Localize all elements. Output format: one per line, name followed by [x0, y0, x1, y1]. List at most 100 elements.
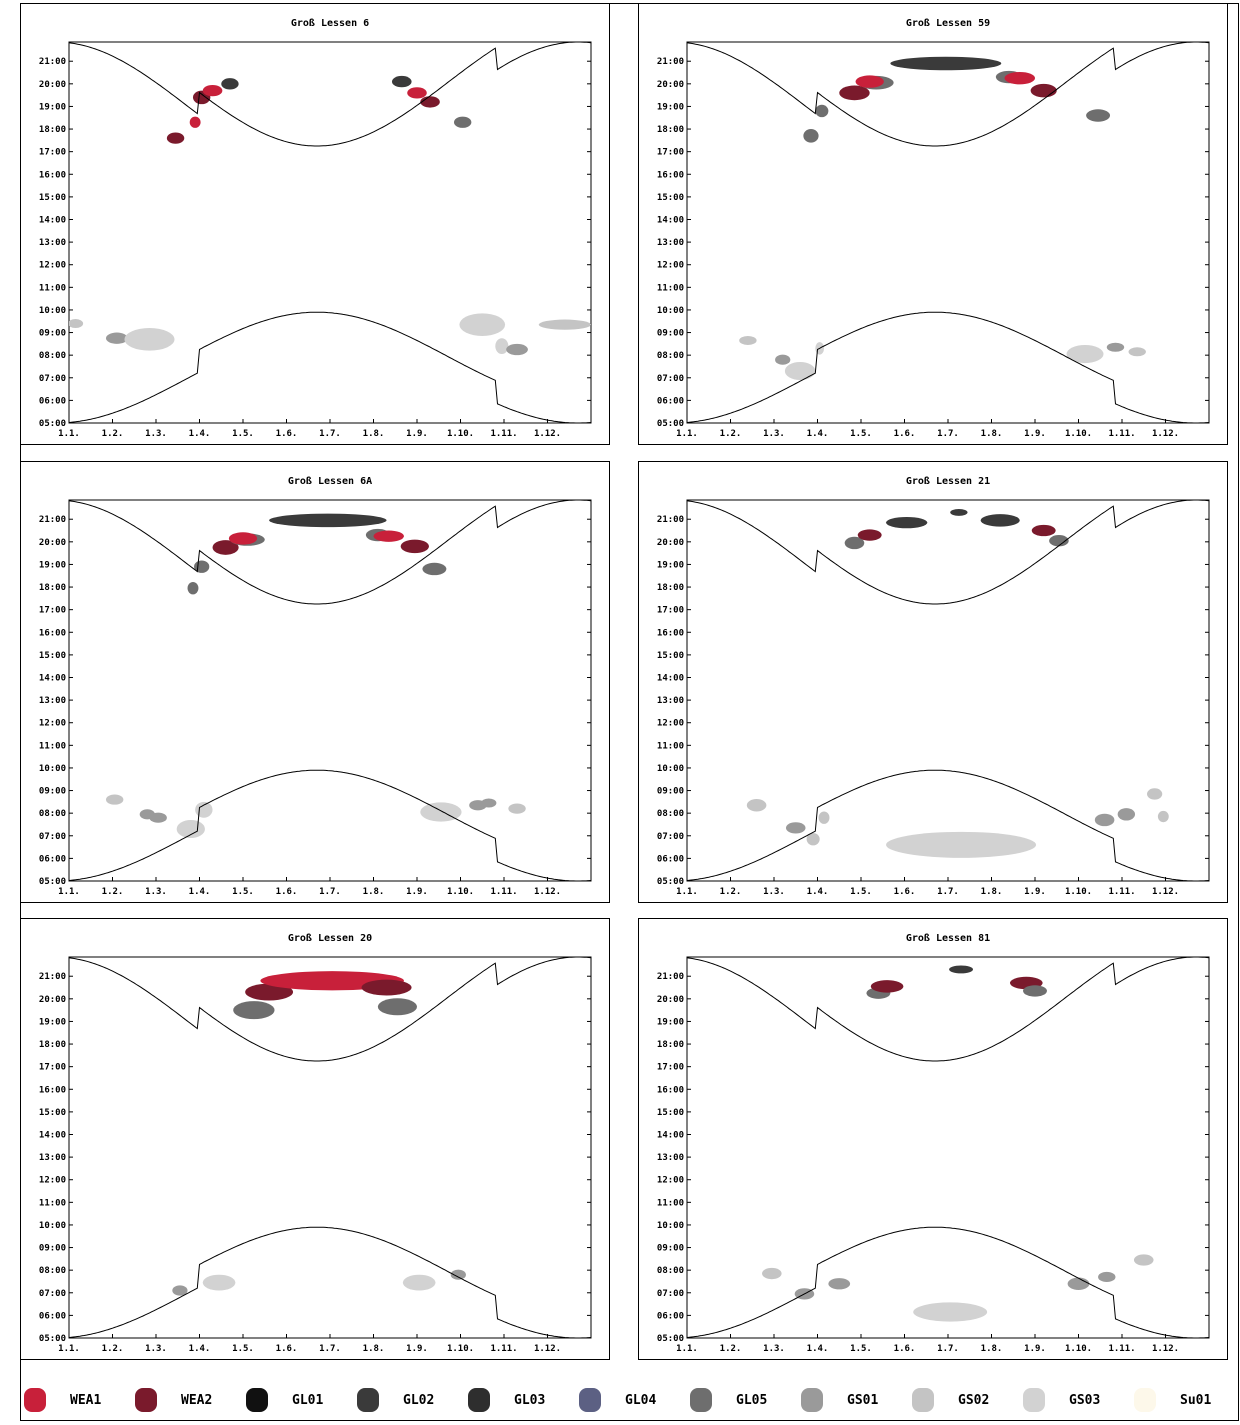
y-tick-label: 05:00 — [657, 419, 684, 429]
plot-area — [68, 41, 592, 424]
x-tick-label: 1.9. — [1024, 1344, 1046, 1354]
y-tick-label: 11:00 — [39, 283, 66, 293]
legend-swatch — [246, 1388, 268, 1412]
y-tick-label: 07:00 — [657, 1289, 684, 1299]
sunrise-curve — [686, 769, 1210, 882]
y-tick-label: 09:00 — [39, 329, 66, 339]
y-tick-label: 13:00 — [39, 696, 66, 706]
legend-swatch — [1023, 1388, 1045, 1412]
y-tick-label: 10:00 — [39, 1221, 66, 1231]
y-tick-label: 18:00 — [657, 583, 684, 593]
legend-label: WEA2 — [181, 1392, 213, 1408]
shadow-period-gs03 — [784, 361, 816, 381]
y-tick-label: 16:00 — [657, 1085, 684, 1095]
legend-label: WEA1 — [70, 1392, 102, 1408]
x-tick-label: 1.8. — [981, 429, 1003, 439]
shadow-period-gl05 — [187, 581, 199, 595]
shadow-period-gs02 — [508, 803, 526, 814]
y-tick-label: 16:00 — [39, 170, 66, 180]
y-tick-label: 06:00 — [39, 854, 66, 864]
x-tick-label: 1.7. — [319, 1344, 341, 1354]
shadow-period-gl05 — [1086, 109, 1111, 122]
x-tick-label: 1.5. — [850, 887, 872, 897]
y-tick-label: 12:00 — [39, 261, 66, 271]
x-tick-label: 1.3. — [145, 429, 167, 439]
y-tick-label: 15:00 — [657, 193, 684, 203]
shadow-period-wea2 — [400, 539, 429, 554]
shadow-period-gs01 — [1098, 1271, 1116, 1283]
x-tick-label: 1.11. — [490, 1344, 517, 1354]
sunrise-curve — [68, 1226, 592, 1339]
y-tick-label: 18:00 — [39, 583, 66, 593]
x-tick-label: 1.2. — [102, 1344, 124, 1354]
shadow-period-gs01 — [828, 1278, 851, 1290]
y-tick-label: 09:00 — [657, 329, 684, 339]
shadow-period-wea2 — [420, 96, 440, 108]
x-tick-label: 1.2. — [102, 429, 124, 439]
sunset-curve — [686, 499, 1210, 605]
x-tick-label: 1.7. — [319, 429, 341, 439]
y-tick-label: 18:00 — [39, 1040, 66, 1050]
legend-label: GS02 — [958, 1392, 990, 1408]
x-tick-label: 1.8. — [981, 887, 1003, 897]
y-tick-label: 16:00 — [657, 628, 684, 638]
shadow-period-wea1 — [189, 116, 201, 128]
shadow-period-gl05 — [803, 129, 819, 143]
y-tick-label: 16:00 — [39, 1085, 66, 1095]
legend-item-gl05: GL05 — [690, 1382, 767, 1418]
shadow-period-gs02 — [1128, 347, 1146, 357]
y-tick-label: 07:00 — [39, 374, 66, 384]
x-tick-label: 1.10. — [1065, 887, 1092, 897]
sunset-curve — [686, 956, 1210, 1062]
chart-panel-gross-lessen-81: Groß Lessen 81 05:00 06:00 07:00 08:00 09:00 1… — [638, 918, 1228, 1360]
x-tick-label: 1.10. — [447, 887, 474, 897]
shadow-period-wea1 — [202, 84, 223, 97]
x-tick-label: 1.10. — [447, 1344, 474, 1354]
x-tick-label: 1.6. — [894, 1344, 916, 1354]
shadow-period-gs01 — [1106, 342, 1125, 352]
x-tick-label: 1.12. — [1152, 887, 1179, 897]
shadow-period-gs01 — [105, 332, 128, 344]
shadow-period-gl05 — [1023, 985, 1047, 997]
y-tick-label: 17:00 — [657, 1063, 684, 1073]
shadow-period-gl02 — [980, 514, 1020, 527]
y-tick-label: 08:00 — [39, 351, 66, 361]
shadow-period-gs01 — [1117, 808, 1136, 821]
sunrise-curve — [686, 311, 1210, 424]
shadow-period-gs02 — [538, 319, 591, 330]
x-tick-label: 1.5. — [850, 1344, 872, 1354]
y-tick-label: 10:00 — [657, 306, 684, 316]
y-tick-label: 05:00 — [39, 877, 66, 887]
legend-label: GS03 — [1069, 1392, 1101, 1408]
y-tick-label: 21:00 — [39, 972, 66, 982]
shadow-period-gs01 — [1094, 813, 1115, 827]
shadow-period-gl02 — [949, 965, 974, 974]
y-tick-label: 13:00 — [39, 1153, 66, 1163]
legend-label: GL03 — [514, 1392, 546, 1408]
y-tick-label: 11:00 — [657, 1198, 684, 1208]
y-tick-label: 17:00 — [657, 148, 684, 158]
y-tick-label: 12:00 — [657, 1176, 684, 1186]
shadow-period-wea2 — [870, 980, 904, 993]
shadow-period-gl02 — [391, 75, 412, 88]
x-tick-label: 1.9. — [1024, 887, 1046, 897]
y-tick-label: 20:00 — [39, 538, 66, 548]
y-tick-label: 11:00 — [657, 741, 684, 751]
legend-label: GL04 — [625, 1392, 657, 1408]
y-tick-label: 20:00 — [39, 80, 66, 90]
x-tick-label: 1.5. — [232, 887, 254, 897]
x-tick-label: 1.2. — [720, 1344, 742, 1354]
x-tick-label: 1.11. — [490, 887, 517, 897]
sunrise-curve — [68, 769, 592, 882]
y-tick-label: 21:00 — [657, 972, 684, 982]
legend-swatch — [912, 1388, 934, 1412]
x-tick-label: 1.1. — [676, 429, 698, 439]
legend-item-gl03: GL03 — [468, 1382, 545, 1418]
y-tick-label: 08:00 — [657, 351, 684, 361]
legend-item-gs01: GS01 — [801, 1382, 878, 1418]
shadow-period-wea1 — [1004, 71, 1035, 85]
y-tick-label: 11:00 — [39, 1198, 66, 1208]
shadow-period-gl05 — [422, 562, 447, 576]
x-tick-label: 1.12. — [534, 429, 561, 439]
y-tick-label: 14:00 — [657, 215, 684, 225]
